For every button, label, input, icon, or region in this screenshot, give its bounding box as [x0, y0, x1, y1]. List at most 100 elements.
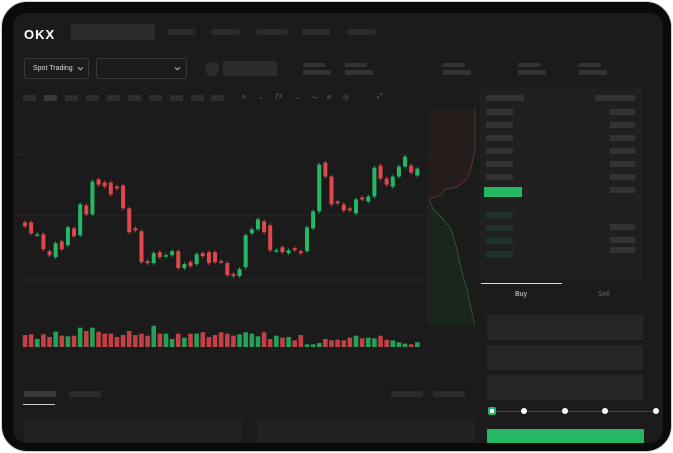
candle-up[interactable] [78, 204, 83, 236]
spot-trading-dropdown[interactable]: Spot Trading [24, 58, 89, 79]
nav-item[interactable] [302, 29, 330, 35]
candle-down[interactable] [206, 252, 211, 264]
search-bar[interactable] [71, 24, 155, 40]
candle-up[interactable] [182, 264, 187, 269]
candle-up[interactable] [403, 156, 408, 167]
candle-down[interactable] [121, 185, 126, 209]
candle-down[interactable] [84, 205, 89, 215]
candle-up[interactable] [65, 227, 70, 246]
candle-down[interactable] [133, 228, 138, 231]
candle-down[interactable] [23, 222, 27, 227]
candle-down[interactable] [280, 247, 285, 253]
timeframe-button[interactable] [191, 95, 204, 101]
amount-slider[interactable] [488, 407, 659, 415]
candle-down[interactable] [108, 182, 113, 195]
candle-down[interactable] [29, 222, 34, 234]
candle-down[interactable] [360, 197, 365, 200]
candle-up[interactable] [311, 211, 316, 229]
candle-up[interactable] [90, 181, 95, 215]
candlestick-chart[interactable] [17, 103, 429, 373]
slider-step[interactable] [562, 408, 568, 414]
candle-down[interactable] [225, 263, 230, 276]
candle-down[interactable] [335, 201, 340, 204]
total-input[interactable] [487, 375, 643, 400]
candle-down[interactable] [378, 165, 383, 179]
candle-up[interactable] [286, 250, 291, 254]
candle-down[interactable] [409, 165, 414, 173]
candle-down[interactable] [347, 208, 352, 211]
candle-up[interactable] [415, 168, 420, 176]
bottom-tab-open-orders[interactable] [24, 391, 56, 397]
candle-down[interactable] [114, 186, 119, 189]
bottom-filter[interactable] [391, 391, 423, 397]
candle-down[interactable] [323, 162, 328, 177]
slider-step[interactable] [602, 408, 608, 414]
timeframe-button[interactable] [170, 95, 183, 101]
candle-up[interactable] [53, 243, 58, 258]
candle-down[interactable] [127, 208, 132, 233]
buy-tab[interactable]: Buy [515, 291, 528, 298]
candle-up[interactable] [304, 227, 309, 252]
fullscreen-icon[interactable]: ◎ [343, 94, 350, 101]
nav-item[interactable] [167, 29, 195, 35]
sell-tab[interactable]: Sell [598, 291, 610, 298]
candle-up[interactable] [194, 254, 199, 265]
candle-up[interactable] [237, 269, 242, 277]
fullscreen-icon[interactable]: ⌀ [327, 94, 332, 101]
nav-item[interactable] [347, 29, 375, 35]
candle-down[interactable] [41, 234, 46, 250]
candle-up[interactable] [366, 196, 371, 202]
candle-up[interactable] [317, 164, 322, 212]
nav-item[interactable] [257, 29, 287, 35]
candle-down[interactable] [188, 262, 193, 267]
candle-down[interactable] [213, 252, 218, 263]
fullscreen-icon[interactable]: 〜 [311, 95, 318, 102]
candle-down[interactable] [72, 228, 77, 237]
candle-up[interactable] [151, 253, 156, 264]
candle-down[interactable] [200, 253, 205, 257]
candle-up[interactable] [170, 251, 175, 256]
timeframe-button[interactable] [149, 95, 162, 101]
candle-up[interactable] [274, 250, 279, 252]
buy-submit-button[interactable] [487, 429, 644, 443]
candle-up[interactable] [255, 219, 260, 230]
candle-up[interactable] [35, 234, 40, 236]
candle-down[interactable] [292, 248, 297, 251]
candle-up[interactable] [354, 199, 359, 214]
candle-down[interactable] [176, 251, 181, 269]
timeframe-button[interactable] [128, 95, 141, 101]
candle-up[interactable] [396, 166, 401, 177]
candle-down[interactable] [268, 225, 273, 251]
pencil-icon[interactable]: ƒx [275, 93, 283, 100]
draw-line-icon[interactable]: ⌄ [258, 94, 264, 101]
candle-down[interactable] [139, 231, 144, 263]
indicator-icon[interactable]: ∿ [241, 94, 247, 101]
price-input[interactable] [487, 315, 643, 340]
timeframe-button[interactable] [107, 95, 120, 101]
candle-down[interactable] [231, 274, 236, 277]
timeframe-button[interactable] [44, 95, 57, 101]
candle-down[interactable] [384, 178, 389, 185]
candle-down[interactable] [329, 176, 334, 205]
candle-up[interactable] [249, 229, 254, 234]
candle-down[interactable] [262, 221, 267, 233]
amount-input[interactable] [487, 345, 643, 370]
candle-down[interactable] [298, 251, 303, 254]
candle-down[interactable] [96, 179, 101, 185]
candle-down[interactable] [59, 241, 64, 250]
candle-down[interactable] [47, 251, 52, 256]
fullscreen-icon[interactable]: ⤢ [377, 93, 383, 100]
candle-down[interactable] [341, 204, 346, 211]
slider-step[interactable] [521, 408, 527, 414]
candle-down[interactable] [219, 261, 224, 263]
bottom-filter[interactable] [433, 391, 465, 397]
candle-up[interactable] [390, 176, 395, 187]
timeframe-button[interactable] [65, 95, 78, 101]
nav-item[interactable] [211, 29, 239, 35]
candle-down[interactable] [102, 182, 107, 187]
candle-up[interactable] [372, 167, 377, 197]
pair-dropdown[interactable] [96, 58, 187, 79]
settings-icon[interactable]: ⌄ [295, 94, 301, 101]
candle-up[interactable] [243, 235, 248, 268]
bottom-tab-history[interactable] [69, 391, 101, 397]
